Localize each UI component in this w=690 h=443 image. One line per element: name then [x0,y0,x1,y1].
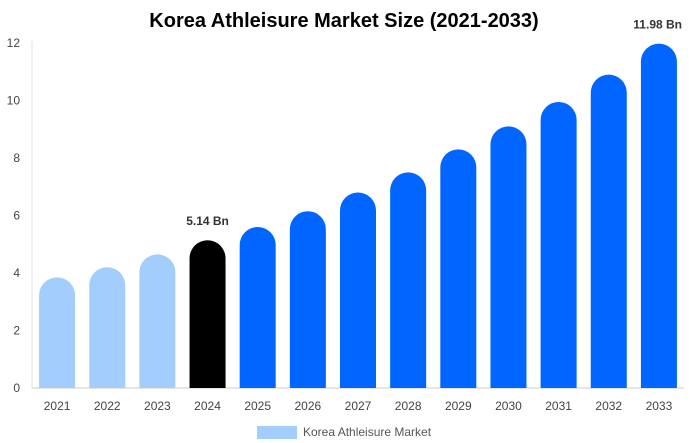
bar-2021[interactable] [39,277,76,388]
data-label-2024: 5.14 Bn [186,214,229,228]
y-tick-label: 2 [13,324,20,338]
x-tick-label: 2029 [445,399,472,413]
y-tick-label: 8 [13,151,20,165]
bar-2026[interactable] [289,211,326,388]
x-tick-label: 2024 [194,399,221,413]
y-axis: 0 2 4 6 8 10 12 [7,36,33,395]
chart-title: Korea Athleisure Market Size (2021-2033) [149,10,538,32]
bar-2028[interactable] [390,172,427,388]
x-tick-label: 2030 [495,399,522,413]
y-tick-label: 12 [7,36,21,50]
bar-2033[interactable] [640,43,677,388]
x-axis: 2021 2022 2023 2024 2025 2026 2027 2028 2029 2030… [32,387,684,413]
y-tick-label: 10 [7,94,21,108]
bar-2029[interactable] [440,149,477,388]
bars-group [39,43,677,389]
x-tick-label: 2026 [294,399,321,413]
x-tick-label: 2022 [94,399,121,413]
x-tick-label: 2032 [595,399,622,413]
bar-2032[interactable] [590,74,627,388]
y-tick-label: 6 [13,209,20,223]
bar-2025[interactable] [239,227,276,388]
legend-swatch [257,426,297,439]
legend[interactable]: Korea Athleisure Market [257,425,432,439]
x-tick-label: 2027 [345,399,372,413]
x-tick-label: 2023 [144,399,171,413]
x-tick-label: 2028 [395,399,422,413]
y-tick-label: 4 [13,266,20,280]
legend-label: Korea Athleisure Market [303,425,432,439]
bar-2027[interactable] [340,192,376,389]
y-tick-label: 0 [13,381,20,395]
x-tick-label: 2025 [244,399,271,413]
x-tick-label: 2033 [646,399,673,413]
x-tick-label: 2021 [44,399,71,413]
data-labels-group: 5.14 Bn 11.98 Bn [186,18,682,229]
bar-2024[interactable] [189,240,226,388]
bar-2023[interactable] [139,254,176,388]
bar-2030[interactable] [490,126,527,388]
x-tick-label: 2031 [545,399,572,413]
bar-2031[interactable] [540,101,577,388]
bar-2022[interactable] [89,267,126,388]
data-label-2033: 11.98 Bn [633,18,682,32]
